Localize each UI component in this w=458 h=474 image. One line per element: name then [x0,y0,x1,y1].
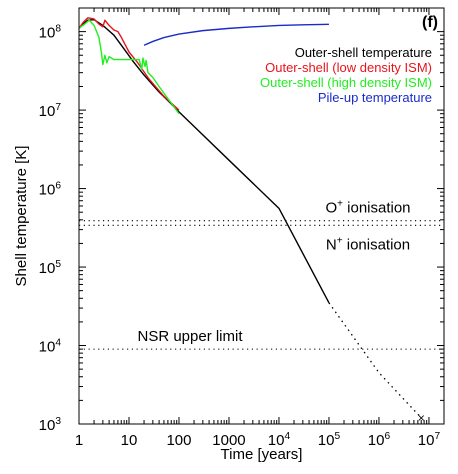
legend-entry-outer-shell-temperature: Outer-shell temperature [295,45,432,60]
legend-entry-outer-shell-high-density-ism: Outer-shell (high density ISM) [260,75,432,90]
reference-lines-group [79,220,444,350]
y-tick-label-1e5: 105 [39,259,62,277]
series-line-pile-up-temperature [143,23,329,46]
x-axis-label: Time [years] [221,446,303,463]
x-tick-label-10e5: 105 [318,431,341,449]
text-group: O+ ionisation N+ ionisation NSR upper limi… [13,14,440,463]
y-tick-label-1e8: 108 [39,24,62,42]
axes-group [78,7,445,425]
x-tick-label-10e4: 104 [268,431,291,449]
series-line-outer-shell-high-density-ism [78,19,180,115]
end-marker: × [418,411,425,425]
series-group: × [78,17,425,425]
legend-entry-pile-up-temperature: Pile-up temperature [318,90,432,105]
x-tick-label-10e6: 106 [368,431,391,449]
reference-label-o-ionisation: O+ ionisation [325,199,410,217]
x-tick-label-1: 1 [75,432,83,449]
y-axis-label: Shell temperature [K] [13,146,30,287]
x-tick-label-1000: 1000 [212,432,245,449]
x-tick-label-100: 100 [166,432,191,449]
panel-label: (f) [422,14,438,31]
series-line-outer-shell-low-density-ism [78,17,180,111]
y-tick-label-1e3: 103 [39,416,62,434]
x-tick-label-10e7: 107 [418,431,441,449]
legend-entry-outer-shell-low-density-ism: Outer-shell (low density ISM) [265,60,432,75]
y-tick-label-1e4: 104 [39,338,62,356]
reference-label-nsr-upper-limit: NSR upper limit [137,328,243,345]
plot-frame [78,7,445,425]
y-tick-label-1e7: 107 [39,102,62,120]
series-line-outer-shell-temperature-extrapolated [328,302,422,419]
y-tick-label-1e6: 106 [39,181,62,199]
reference-label-n-ionisation: N+ ionisation [326,235,410,253]
x-tick-label-10: 10 [121,432,138,449]
